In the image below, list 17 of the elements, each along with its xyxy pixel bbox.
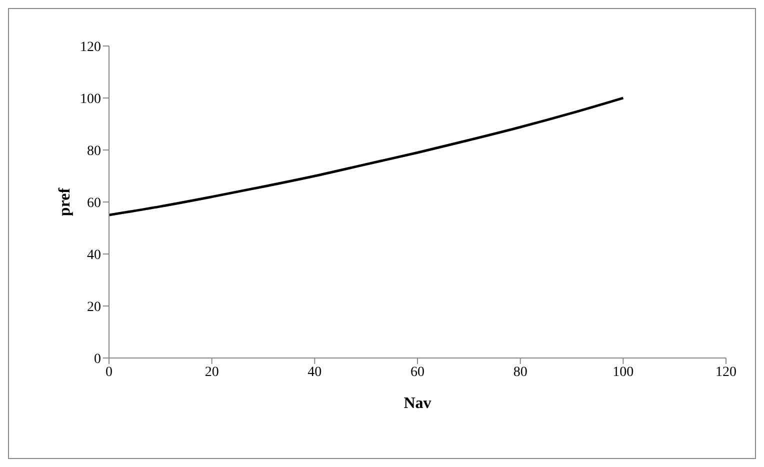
y-tick-label: 40 [87, 248, 101, 263]
y-tick-label: 80 [87, 144, 101, 159]
line-series [109, 96, 624, 216]
x-tick-label: 20 [204, 364, 219, 380]
x-tick-label: 100 [612, 364, 634, 380]
x-tick-label: 0 [106, 364, 112, 380]
y-tick-label: 120 [80, 40, 101, 55]
y-tick-label: 0 [94, 352, 101, 367]
y-tick-label: 20 [87, 300, 101, 315]
x-tick-label: 120 [716, 364, 736, 380]
x-tick-label: 40 [308, 364, 322, 380]
x-tick-label: 80 [513, 364, 528, 380]
x-axis-title: Nav [404, 395, 432, 412]
x-tick-label: 60 [410, 364, 424, 380]
y-tick-label: 60 [87, 196, 101, 211]
y-tick-label: 100 [80, 92, 101, 107]
y-axis-title: pref [56, 187, 74, 216]
